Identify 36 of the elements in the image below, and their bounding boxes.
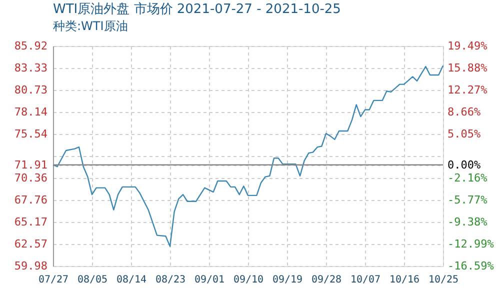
y-tick-label: 62.57 [14, 238, 48, 251]
y-tick-label: 70.36 [14, 171, 48, 184]
y-tick-label: 80.73 [14, 84, 48, 97]
line-series [52, 65, 444, 247]
y2-tick-label: -12.99% [448, 238, 494, 251]
y2-tick-label: 15.88% [448, 62, 488, 75]
y-tick-label: 78.14 [14, 105, 48, 118]
y-tick-label: 71.91 [14, 158, 48, 172]
chart-subtitle: 种类:WTI原油 [53, 19, 128, 33]
chart-title: WTI原油外盘 市场价 2021-07-27 - 2021-10-25 [53, 2, 341, 17]
x-tick-label: 10/16 [389, 274, 420, 286]
y2-tick-label: -9.38% [448, 216, 488, 229]
y2-tick-label: -2.16% [448, 172, 488, 185]
y-tick-label: 85.92 [14, 40, 48, 52]
y2-tick-label: 5.05% [448, 128, 481, 141]
x-tick-label: 07/27 [38, 274, 69, 286]
x-tick-label: 10/25 [428, 274, 459, 286]
x-tick-label: 09/01 [194, 274, 225, 286]
y-tick-label: 59.98 [14, 260, 48, 272]
y2-tick-label: 8.66% [448, 106, 481, 119]
x-tick-label: 09/10 [233, 274, 264, 286]
y2-tick-label: -5.77% [448, 194, 488, 207]
y2-tick-label: 12.27% [448, 84, 488, 97]
x-tick-label: 08/14 [116, 274, 147, 286]
x-tick-label: 09/19 [272, 274, 303, 286]
x-tick-label: 08/23 [155, 274, 186, 286]
y2-tick-label: 0.00% [448, 158, 481, 172]
x-tick-label: 08/05 [77, 274, 108, 286]
y2-tick-label: -16.59% [448, 260, 494, 272]
y-tick-label: 65.17 [14, 215, 48, 228]
y-tick-label: 75.54 [14, 128, 48, 141]
y-tick-label: 67.76 [14, 194, 48, 207]
y2-tick-label: 19.49% [448, 40, 488, 52]
x-tick-label: 09/28 [311, 274, 342, 286]
x-tick-label: 10/07 [350, 274, 381, 286]
y-tick-label: 83.33 [14, 61, 48, 74]
